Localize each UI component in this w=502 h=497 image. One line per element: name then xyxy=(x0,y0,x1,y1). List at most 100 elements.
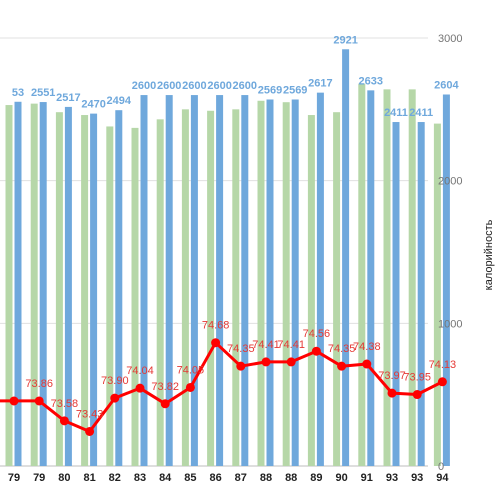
x-tick-label: 91 xyxy=(361,472,373,484)
line-point xyxy=(437,377,447,387)
x-tick-label: 90 xyxy=(335,472,347,484)
bar-green xyxy=(232,109,240,466)
bar-green xyxy=(383,89,391,467)
line-value-label: 74.35 xyxy=(328,343,356,355)
y-axis-ticks: 0 1000 2000 3000 xyxy=(438,33,462,473)
bar-blue xyxy=(266,99,274,467)
line-value-label: 74.04 xyxy=(126,365,154,377)
bar-green xyxy=(55,112,63,466)
y-axis-label: калорийность xyxy=(483,219,495,290)
x-tick-label: 81 xyxy=(83,472,95,484)
line-value-label: 73.95 xyxy=(403,372,431,384)
line-value-label: 73.97 xyxy=(378,370,406,382)
bar-blue xyxy=(291,99,299,467)
bar-blue xyxy=(39,102,47,466)
x-tick-label: 79 xyxy=(33,472,45,484)
line-point xyxy=(160,399,170,409)
line-value-label: 74.38 xyxy=(353,341,381,353)
line-point xyxy=(236,361,246,371)
line-point xyxy=(9,396,19,406)
line-point xyxy=(135,383,145,393)
line-value-label: 73.58 xyxy=(51,398,79,410)
x-tick-label: 88 xyxy=(285,472,297,484)
bar-value-label: 2569 xyxy=(258,84,282,96)
x-tick-label: 93 xyxy=(411,472,423,484)
bar-value-label: 2600 xyxy=(157,80,181,92)
line-point xyxy=(110,393,120,403)
bar-value-label: 2600 xyxy=(182,80,206,92)
x-tick-label: 87 xyxy=(235,472,247,484)
x-tick-label: 82 xyxy=(109,472,121,484)
y-tick-label: 3000 xyxy=(438,33,462,45)
x-tick-label: 89 xyxy=(310,472,322,484)
bar-blue xyxy=(165,95,173,467)
line-point xyxy=(59,416,69,426)
y-tick-label: 0 xyxy=(438,461,444,473)
bar-blue xyxy=(316,92,324,467)
bar-value-label: 2617 xyxy=(308,78,332,90)
x-tick-label: 86 xyxy=(209,472,221,484)
bar-value-label: 2517 xyxy=(56,92,80,104)
bar-value-label: 2551 xyxy=(31,87,55,99)
bar-value-label: 2921 xyxy=(333,34,357,46)
bar-green xyxy=(358,83,366,467)
bar-blue xyxy=(367,90,375,466)
bar-green xyxy=(433,123,441,466)
bar-blue xyxy=(417,122,425,466)
bar-blue xyxy=(442,94,450,466)
line-value-label: 74.13 xyxy=(429,359,457,371)
bar-green xyxy=(282,102,290,466)
line-point xyxy=(286,357,296,367)
bar-value-label: 2411 xyxy=(409,107,433,119)
line-value-label: 73.90 xyxy=(101,375,129,387)
bar-green xyxy=(131,127,139,466)
line-value-label: 74.05 xyxy=(177,364,205,376)
bar-green xyxy=(307,115,315,466)
bar-blue xyxy=(140,95,148,467)
bar-value-label: 2470 xyxy=(81,99,105,111)
bar-blue xyxy=(216,95,224,467)
line-point xyxy=(311,346,321,356)
bar-blue xyxy=(14,101,22,466)
bar-value-label: 2633 xyxy=(359,75,383,87)
bar-value-label: 2569 xyxy=(283,84,307,96)
x-axis-ticks: 79 79 80 81 82 83 84 85 86 87 88 88 89 90 91 93 93 94 xyxy=(8,472,450,484)
line-value-label: 73.86 xyxy=(25,378,53,390)
bar-blue xyxy=(241,95,249,467)
line-point xyxy=(211,338,221,348)
line-series xyxy=(0,338,447,436)
line-value-label: 74.56 xyxy=(303,328,331,340)
line-point xyxy=(34,396,44,406)
bar-value-label: 53 xyxy=(12,87,24,99)
bar-green xyxy=(207,110,215,466)
x-tick-label: 85 xyxy=(184,472,196,484)
bars xyxy=(5,49,450,467)
bar-blue xyxy=(342,49,350,467)
bar-value-label: 2604 xyxy=(434,79,459,91)
bar-green xyxy=(408,89,416,467)
line-point xyxy=(387,388,397,398)
line-point xyxy=(185,382,195,392)
bar-blue xyxy=(115,110,123,466)
bar-green xyxy=(181,109,189,466)
bar-green xyxy=(5,105,13,466)
line-value-label: 74.68 xyxy=(202,320,230,332)
line-point xyxy=(362,359,372,369)
x-tick-label: 80 xyxy=(58,472,70,484)
bar-blue xyxy=(392,122,400,466)
bar-green xyxy=(106,126,114,466)
x-tick-label: 84 xyxy=(159,472,172,484)
bar-green xyxy=(81,115,89,466)
bar-value-label: 2411 xyxy=(384,107,408,119)
x-tick-label: 79 xyxy=(8,472,20,484)
bar-value-label: 2600 xyxy=(207,80,231,92)
y-tick-label: 1000 xyxy=(438,318,462,330)
x-tick-label: 83 xyxy=(134,472,146,484)
line-point xyxy=(261,357,271,367)
bar-green xyxy=(333,112,341,466)
x-tick-label: 88 xyxy=(260,472,272,484)
bar-value-label: 2494 xyxy=(107,95,132,107)
line-value-label: 74.35 xyxy=(227,343,255,355)
x-tick-label: 94 xyxy=(436,472,449,484)
